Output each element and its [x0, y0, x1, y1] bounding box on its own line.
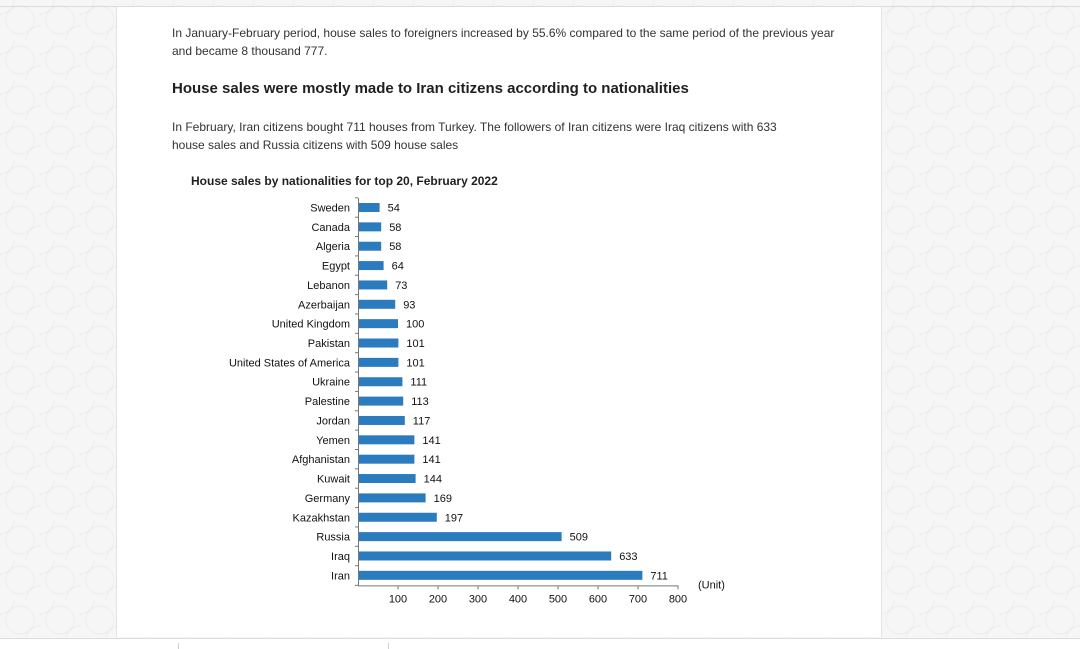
section-heading: House sales were mostly made to Iran cit… — [172, 80, 689, 97]
content-panel — [116, 7, 882, 637]
bar — [359, 280, 388, 290]
bar — [359, 357, 399, 367]
category-label: United Kingdom — [272, 319, 350, 331]
bar — [359, 222, 382, 232]
category-label: Ukraine — [312, 377, 350, 389]
bar — [359, 319, 398, 329]
bottom-strip — [0, 638, 1080, 649]
bar — [359, 474, 416, 484]
bar — [359, 299, 396, 309]
value-label: 64 — [392, 261, 404, 273]
category-label: Iraq — [331, 551, 350, 563]
category-label: Iran — [331, 570, 350, 582]
footer-divider — [388, 643, 389, 649]
bar — [359, 551, 612, 561]
value-label: 141 — [422, 435, 440, 447]
value-label: 141 — [422, 454, 440, 466]
x-tick-label: 300 — [469, 593, 487, 605]
value-label: 144 — [424, 474, 442, 486]
bar — [359, 396, 404, 406]
bar — [359, 415, 405, 425]
value-label: 58 — [389, 241, 401, 253]
bar — [359, 261, 384, 271]
category-label: Lebanon — [307, 280, 350, 292]
bar — [359, 241, 382, 251]
value-label: 117 — [413, 415, 431, 427]
category-label: Russia — [316, 532, 351, 544]
value-label: 509 — [570, 532, 588, 544]
category-label: Afghanistan — [292, 454, 350, 466]
value-label: 101 — [406, 338, 424, 350]
category-label: Pakistan — [308, 338, 350, 350]
value-label: 111 — [410, 377, 427, 389]
bar — [359, 454, 415, 464]
value-label: 58 — [389, 222, 401, 234]
unit-label: (Unit) — [698, 579, 725, 591]
value-label: 54 — [388, 203, 400, 215]
category-label: Germany — [305, 493, 351, 505]
category-label: Algeria — [316, 241, 351, 253]
bar-chart: Sweden 54 Canada 58 Algeria 58 Egypt 64 Lebanon 7… — [229, 197, 725, 605]
bar — [359, 377, 403, 387]
intro-paragraph: In January-February period, house sales … — [172, 26, 835, 58]
value-label: 169 — [434, 493, 452, 505]
category-label: Palestine — [305, 396, 350, 408]
value-label: 100 — [406, 319, 424, 331]
x-tick-label: 800 — [669, 593, 687, 605]
value-label: 633 — [619, 551, 637, 563]
bar — [359, 203, 380, 212]
x-tick-label: 500 — [549, 593, 567, 605]
top-border — [0, 6, 1080, 7]
category-label: Egypt — [322, 261, 350, 273]
value-label: 711 — [650, 570, 668, 582]
value-label: 113 — [411, 396, 429, 408]
category-label: Jordan — [316, 415, 350, 427]
bar — [359, 338, 399, 348]
footer-divider — [178, 643, 179, 649]
chart-title: House sales by nationalities for top 20,… — [191, 174, 498, 188]
bar — [359, 435, 415, 445]
x-tick-label: 100 — [389, 593, 407, 605]
category-label: United States of America — [229, 357, 351, 369]
value-label: 197 — [445, 512, 463, 524]
category-label: Azerbaijan — [298, 299, 350, 311]
bar — [359, 532, 562, 542]
category-label: Yemen — [316, 435, 350, 447]
x-tick-label: 700 — [629, 593, 647, 605]
bar — [359, 570, 643, 580]
x-tick-label: 600 — [589, 593, 607, 605]
x-tick-label: 200 — [429, 593, 447, 605]
x-tick-label: 400 — [509, 593, 527, 605]
category-label: Canada — [311, 222, 350, 234]
bar — [359, 493, 426, 503]
value-label: 73 — [395, 280, 407, 292]
category-label: Kuwait — [317, 474, 350, 486]
value-label: 101 — [406, 357, 424, 369]
detail-paragraph: In February, Iran citizens bought 711 ho… — [172, 120, 777, 152]
category-label: Sweden — [310, 203, 350, 215]
value-label: 93 — [403, 299, 415, 311]
bar — [359, 512, 437, 522]
category-label: Kazakhstan — [293, 512, 350, 524]
